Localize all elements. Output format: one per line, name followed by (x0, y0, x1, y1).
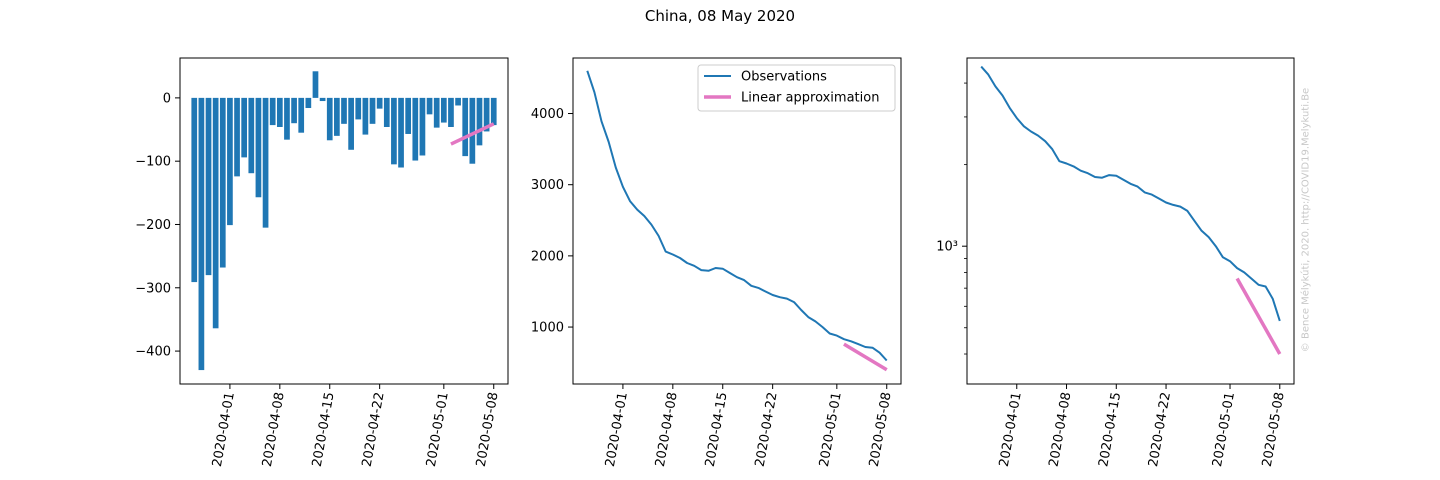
bar (212, 97, 219, 329)
approximation-line (450, 122, 495, 146)
bar (241, 97, 248, 158)
y-tick-label: 10³ (936, 240, 958, 255)
x-tick-label: 2020-04-01 (603, 391, 631, 468)
plot-area (980, 65, 1282, 355)
bar (305, 97, 312, 109)
plot-area (191, 71, 497, 371)
bar (312, 71, 319, 98)
bar (426, 97, 433, 115)
bar (219, 97, 226, 268)
bar (348, 97, 354, 150)
bar (191, 97, 198, 283)
y-tick-label: −400 (135, 345, 171, 360)
figure-title: China, 08 May 2020 (644, 7, 796, 25)
bar (440, 97, 447, 123)
bar (319, 97, 326, 102)
bar (198, 97, 205, 371)
bar (469, 97, 476, 164)
axes-frame (179, 57, 509, 385)
bar (412, 97, 419, 161)
y-tick-label: −300 (135, 281, 171, 296)
y-tick-label: 4000 (531, 107, 564, 122)
bar (398, 97, 404, 168)
approximation-line (1235, 277, 1282, 355)
legend-box (697, 64, 896, 112)
bar (326, 97, 333, 141)
bar (291, 97, 297, 124)
x-tick-label: 2020-04-22 (360, 391, 388, 468)
bar (483, 97, 490, 132)
panel-1: 0 −100 −200 −300 −400 2020-04-01 2020-04-08 202… (135, 57, 509, 468)
y-tick-label: −200 (135, 218, 171, 233)
bar (334, 97, 340, 136)
x-tick-label: 2020-04-01 (997, 391, 1025, 468)
bar (369, 97, 376, 124)
y-tick-label: 2000 (531, 249, 564, 264)
axes-frame (572, 57, 902, 385)
bar (476, 97, 483, 146)
x-tick-label: 2020-04-15 (310, 391, 338, 468)
x-tick-label: 2020-05-08 (867, 391, 895, 468)
x-tick-label: 2020-04-22 (1146, 391, 1174, 468)
bar (276, 97, 283, 127)
legend: Observations Linear approximation (697, 64, 896, 112)
watermark-text: © Bence Mélykúti, 2020. http://COVID19.M… (1300, 87, 1312, 353)
bar (234, 97, 240, 177)
bar (490, 97, 497, 126)
bar (205, 97, 212, 276)
y-tick-label: 0 (163, 91, 171, 106)
legend-label-approximation: Linear approximation (741, 91, 879, 106)
y-tick-label: 3000 (531, 178, 564, 193)
observations-line (586, 70, 888, 362)
y-tick-label: −100 (135, 155, 171, 170)
panel-3: 10³ 2020-04-01 2020-04-08 2020-04-15 2020-04… (936, 57, 1295, 468)
bar (448, 97, 454, 127)
bar (405, 97, 412, 134)
x-tick-label: 2020-05-08 (474, 391, 502, 468)
approximation-line (843, 342, 888, 372)
bar (419, 97, 426, 156)
observations-line (980, 65, 1281, 322)
bar (341, 97, 347, 124)
bar (255, 97, 262, 198)
x-tick-label: 2020-04-15 (1096, 391, 1124, 468)
bar (362, 97, 369, 135)
panel-2: 1000 2000 3000 4000 2020-04-01 2020-04-08 2020… (531, 57, 902, 468)
bar (269, 97, 276, 126)
bar (391, 97, 397, 165)
legend-label-observations: Observations (741, 70, 827, 85)
axes-frame (966, 57, 1295, 385)
bar (376, 97, 383, 109)
bar (462, 97, 469, 157)
bar (455, 97, 461, 106)
x-tick-label: 2020-04-22 (753, 391, 781, 468)
bar (383, 97, 390, 127)
x-tick-label: 2020-05-01 (1210, 391, 1238, 468)
bar (284, 97, 290, 140)
plot-area (586, 70, 888, 372)
x-tick-label: 2020-04-15 (703, 391, 731, 468)
x-tick-label: 2020-04-08 (260, 391, 288, 468)
y-tick-label: 1000 (531, 321, 564, 336)
x-tick-label: 2020-04-08 (1047, 391, 1075, 468)
x-tick-label: 2020-04-01 (210, 391, 238, 468)
bar (433, 97, 440, 128)
x-tick-label: 2020-05-01 (817, 391, 845, 468)
bar (298, 97, 305, 133)
bar (227, 97, 233, 226)
x-tick-label: 2020-05-08 (1260, 391, 1288, 468)
bar (262, 97, 269, 228)
x-tick-label: 2020-05-01 (424, 391, 452, 468)
bar (248, 97, 255, 174)
bar (355, 97, 362, 120)
x-tick-label: 2020-04-08 (653, 391, 681, 468)
